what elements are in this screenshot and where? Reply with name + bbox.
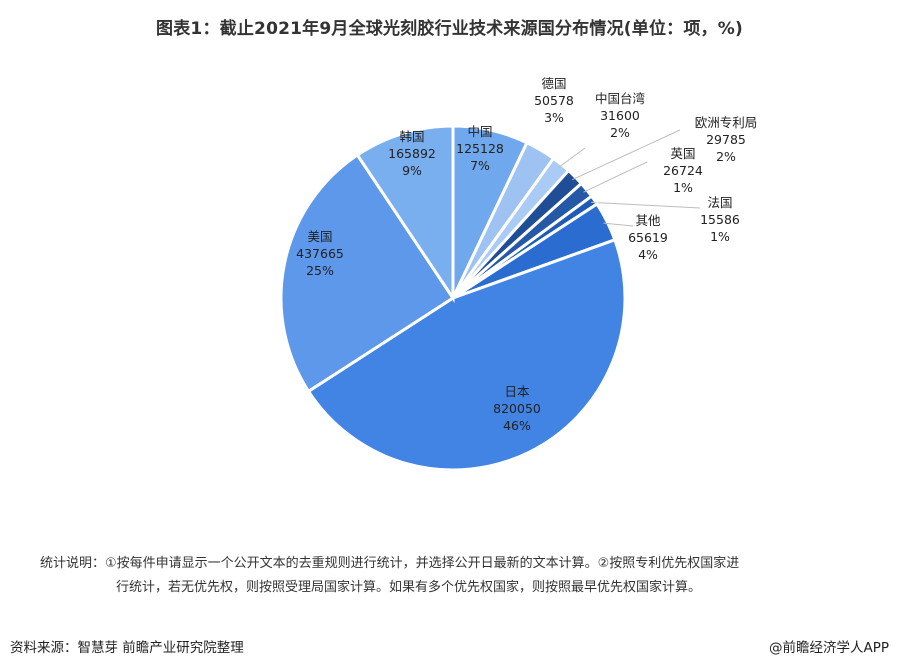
pie-slice-9 [355,124,455,303]
slice-label-0: 中国 125128 7% [456,124,504,173]
pie-slice-8 [279,152,456,394]
pie-slice-7 [306,237,627,472]
source-text: 资料来源：智慧芽 前瞻产业研究院整理 [10,640,244,656]
slice-label-4: 英国 26724 1% [663,146,703,195]
brand-text: @前瞻经济学人APP [768,640,889,656]
slice-label-5: 法国 15586 1% [700,195,740,244]
slice-label-6: 其他 65619 4% [628,213,668,262]
slice-label-7: 日本 820050 46% [493,384,541,433]
leader-line-5 [591,201,701,209]
leader-line-4 [583,161,648,193]
leader-line-6 [603,222,634,227]
pie-chart: 中国 125128 7% 德国 50578 3% 中国台湾 31600 2% 欧洲专利局 29785… [279,76,758,472]
footnote-line-2: 行统计，若无优先权，则按照受理局国家计算。如果有多个优先权国家，则按照最早优先权… [116,580,702,595]
slice-label-2: 中国台湾 31600 2% [595,91,645,140]
slice-label-8: 美国 437665 25% [296,229,344,278]
slice-label-1: 德国 50578 3% [534,76,574,125]
leader-line-3 [572,129,681,181]
chart-title: 图表1：截止2021年9月全球光刻胶行业技术来源国分布情况(单位：项，%) [156,19,743,39]
slice-label-9: 韩国 165892 9% [388,129,436,178]
footnote-line-1: 统计说明：①按每件申请显示一个公开文本的去重规则进行统计，并选择公开日最新的文本… [40,556,740,571]
leader-line-2 [558,147,586,168]
slice-label-3: 欧洲专利局 29785 2% [695,115,758,164]
